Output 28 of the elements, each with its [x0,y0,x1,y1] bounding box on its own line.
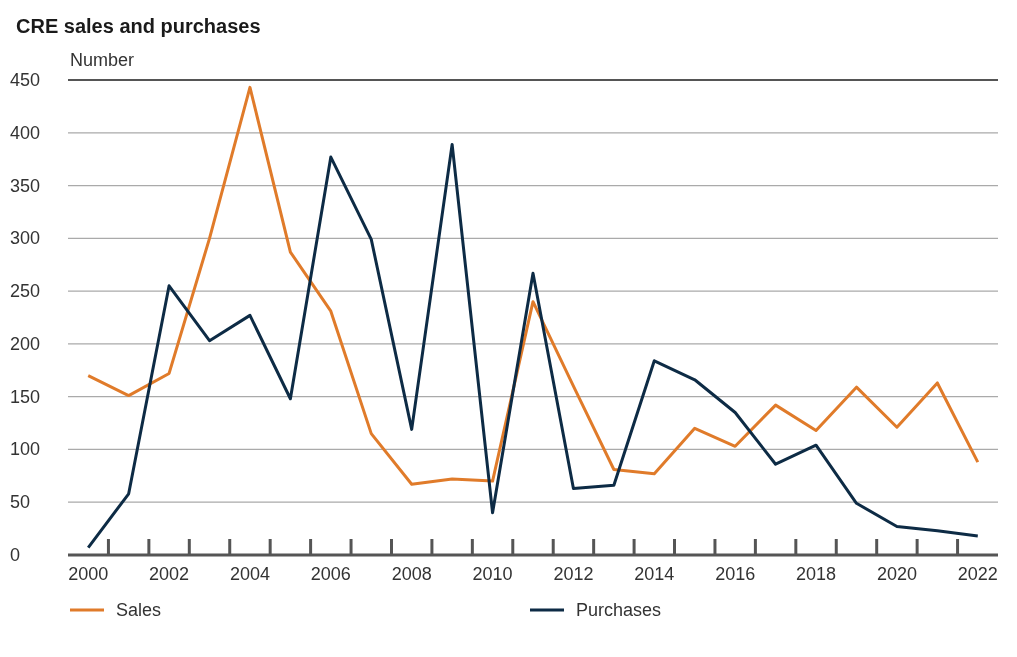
x-tick-label: 2020 [876,564,917,584]
x-tick-label: 2004 [229,564,270,584]
line-series [86,142,980,550]
y-tick-label: 50 [10,492,31,513]
x-tick-label: 2018 [796,564,837,584]
x-tick-label: 2010 [472,564,513,584]
legend-label: Purchases [576,600,662,620]
line-series [86,85,980,486]
y-tick-label: 100 [10,439,41,460]
y-tick-label: 250 [10,281,41,302]
x-tick-label: 2002 [149,564,190,584]
x-tick-label: 2014 [634,564,675,584]
legend-label: Sales [116,600,162,620]
x-tick-label: 2000 [68,564,109,584]
y-tick-label: 300 [10,228,41,249]
chart-title: CRE sales and purchases [16,15,261,37]
y-axis-title: Number [70,50,135,70]
y-tick-label: 150 [10,386,41,407]
x-tick-label: 2008 [391,564,432,584]
x-tick-label: 2006 [310,564,351,584]
y-tick-label: 350 [10,175,41,196]
x-tick-label: 2022 [957,564,998,584]
y-tick-label: 400 [10,122,41,143]
y-tick-label: 0 [10,545,21,565]
x-tick-label: 2016 [715,564,756,584]
y-tick-label: 450 [10,70,41,90]
y-tick-label: 200 [10,333,41,354]
x-tick-label: 2012 [553,564,594,584]
